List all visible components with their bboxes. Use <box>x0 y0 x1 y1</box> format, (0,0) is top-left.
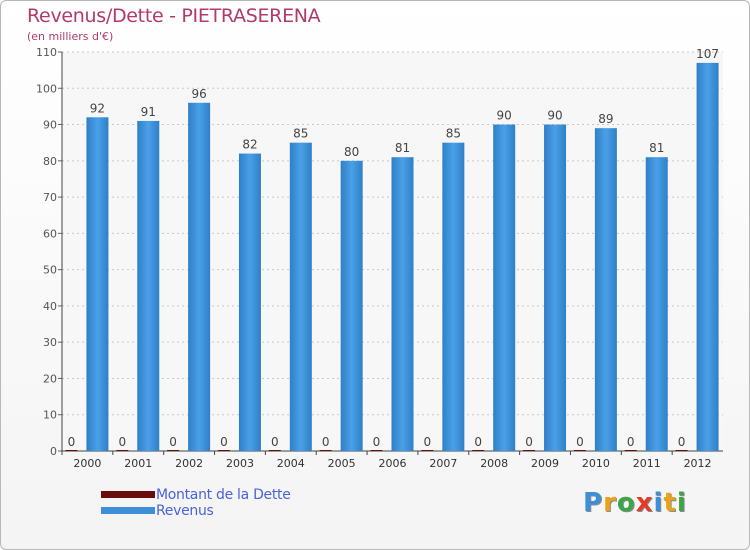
dette-bar <box>573 450 586 451</box>
revenus-bar <box>493 124 516 451</box>
chart-title: Revenus/Dette - PIETRASERENA <box>27 5 321 27</box>
dette-value-label: 0 <box>271 435 279 449</box>
revenus-value-label: 92 <box>90 101 105 115</box>
y-tick-label: 60 <box>43 227 57 240</box>
dette-bar <box>523 450 536 451</box>
dette-value-label: 0 <box>678 435 686 449</box>
revenus-value-label: 90 <box>547 109 562 123</box>
logo-letter: i <box>676 488 687 518</box>
revenus-bar <box>645 157 668 451</box>
y-tick-label: 100 <box>36 82 57 95</box>
dette-value-label: 0 <box>627 435 635 449</box>
revenus-bar <box>391 157 414 451</box>
revenus-value-label: 91 <box>141 105 156 119</box>
dette-value-label: 0 <box>220 435 228 449</box>
legend-label-dette: Montant de la Dette <box>156 487 291 503</box>
y-tick-label: 40 <box>43 300 57 313</box>
revenus-bar <box>238 153 261 451</box>
revenus-bar <box>594 128 617 451</box>
proxiti-logo: Proxiti <box>583 488 687 518</box>
dette-value-label: 0 <box>373 435 381 449</box>
x-tick-label: 2008 <box>480 457 508 470</box>
dette-bar <box>217 450 230 451</box>
dette-bar <box>319 450 332 451</box>
dette-bar <box>268 450 281 451</box>
dette-value-label: 0 <box>322 435 330 449</box>
revenus-value-label: 107 <box>696 47 719 61</box>
x-tick-label: 2007 <box>429 457 457 470</box>
y-tick-label: 10 <box>43 409 57 422</box>
dette-bar <box>167 450 180 451</box>
dette-bar <box>421 450 434 451</box>
x-tick-label: 2002 <box>175 457 203 470</box>
y-tick-label: 80 <box>43 155 57 168</box>
revenus-bar <box>340 160 363 451</box>
dette-bar <box>675 450 688 451</box>
revenus-bar <box>696 62 719 452</box>
y-tick-label: 50 <box>43 264 57 277</box>
y-tick-label: 30 <box>43 336 57 349</box>
x-tick-label: 2012 <box>684 457 712 470</box>
dette-value-label: 0 <box>576 435 584 449</box>
revenus-bar <box>86 117 109 452</box>
legend-swatch-dette <box>101 491 155 498</box>
y-tick-label: 70 <box>43 191 57 204</box>
x-tick-label: 2005 <box>328 457 356 470</box>
dette-value-label: 0 <box>68 435 76 449</box>
logo-letter: o <box>616 488 636 518</box>
revenus-bar <box>289 142 312 451</box>
dette-value-label: 0 <box>118 435 126 449</box>
x-tick-label: 2001 <box>124 457 152 470</box>
dette-bar <box>472 450 485 451</box>
dette-value-label: 0 <box>424 435 432 449</box>
x-tick-label: 2000 <box>73 457 101 470</box>
y-tick-label: 110 <box>36 46 57 59</box>
dette-bar <box>116 450 129 451</box>
logo-letter: t <box>663 488 677 518</box>
revenus-value-label: 81 <box>395 141 410 155</box>
revenus-value-label: 81 <box>649 141 664 155</box>
y-tick-label: 0 <box>50 445 57 458</box>
x-tick-label: 2006 <box>379 457 407 470</box>
dette-bar <box>370 450 383 451</box>
x-tick-label: 2003 <box>226 457 254 470</box>
revenus-bar <box>544 124 567 451</box>
dette-value-label: 0 <box>169 435 177 449</box>
x-tick-label: 2010 <box>582 457 610 470</box>
legend-label-revenus: Revenus <box>156 503 214 519</box>
y-tick-label: 20 <box>43 372 57 385</box>
legend-swatch-revenus <box>101 507 155 514</box>
revenus-bar <box>442 142 465 451</box>
revenus-value-label: 89 <box>598 112 613 126</box>
x-tick-label: 2009 <box>531 457 559 470</box>
revenus-value-label: 85 <box>293 127 308 141</box>
revenus-value-label: 96 <box>191 87 206 101</box>
logo-letter: x <box>635 488 654 518</box>
revenus-bar <box>137 120 160 451</box>
x-tick-label: 2004 <box>277 457 305 470</box>
logo-letter: P <box>583 488 604 518</box>
revenus-value-label: 85 <box>446 127 461 141</box>
revenus-bar <box>188 102 211 452</box>
revenus-value-label: 80 <box>344 145 359 159</box>
dette-value-label: 0 <box>474 435 482 449</box>
dette-bar <box>65 450 78 451</box>
revenus-value-label: 90 <box>497 109 512 123</box>
dette-bar <box>624 450 637 451</box>
x-tick-label: 2011 <box>633 457 661 470</box>
dette-value-label: 0 <box>525 435 533 449</box>
chart-subtitle: (en milliers d'€) <box>27 30 114 43</box>
y-tick-label: 90 <box>43 119 57 132</box>
logo-letter: r <box>603 488 617 518</box>
logo-letter: i <box>653 488 664 518</box>
revenus-value-label: 82 <box>242 138 257 152</box>
